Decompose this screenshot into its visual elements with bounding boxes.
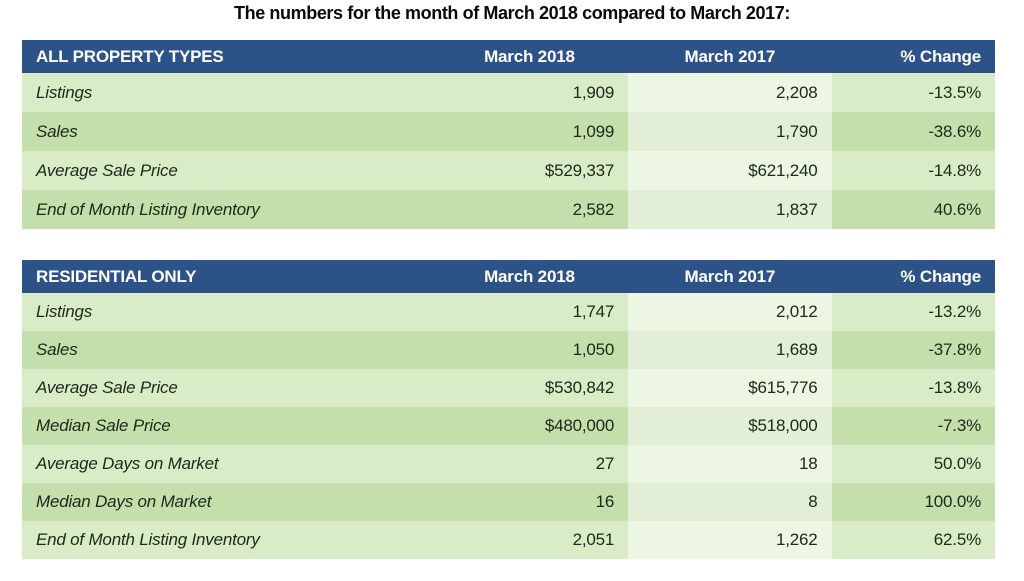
header-pct-change: % Change bbox=[831, 40, 995, 73]
page-title: The numbers for the month of March 2018 … bbox=[234, 3, 790, 23]
cell-march-2017: 1,262 bbox=[628, 521, 832, 559]
header-row: RESIDENTIAL ONLY March 2018 March 2017 %… bbox=[22, 260, 995, 293]
cell-march-2017: $621,240 bbox=[628, 151, 832, 190]
header-march-2017: March 2017 bbox=[628, 40, 832, 73]
row-label: Average Sale Price bbox=[36, 378, 178, 397]
cell-pct-change: 40.6% bbox=[933, 199, 981, 219]
row-label: Listings bbox=[36, 82, 93, 102]
cell-pct-change: -14.8% bbox=[928, 160, 981, 180]
row-label: Average Days on Market bbox=[36, 454, 219, 473]
cell-march-2018: 16 bbox=[595, 492, 615, 511]
cell-march-2017: 8 bbox=[628, 483, 832, 521]
header-march-2018: March 2018 bbox=[430, 40, 629, 73]
table-row-average-sale-price: Average Sale Price $529,337 $621,240 -14… bbox=[22, 151, 995, 190]
table-header: RESIDENTIAL ONLY March 2018 March 2017 %… bbox=[22, 260, 995, 293]
cell-pct-change: -7.3% bbox=[937, 416, 982, 435]
cell-march-2018: 2,582 bbox=[572, 199, 615, 219]
cell-march-2017: 2,012 bbox=[628, 293, 832, 331]
row-label: Sales bbox=[36, 121, 78, 141]
table-row-listings: Listings 1,747 2,012 -13.2% bbox=[22, 293, 995, 331]
all-property-types-table: ALL PROPERTY TYPES March 2018 March 2017… bbox=[22, 40, 995, 229]
cell-pct-change: 100.0% bbox=[924, 492, 982, 511]
cell-march-2018: 1,050 bbox=[572, 340, 615, 359]
cell-march-2018: 27 bbox=[595, 454, 615, 473]
cell-march-2017: $615,776 bbox=[628, 369, 832, 407]
row-label: Median Days on Market bbox=[36, 492, 212, 511]
header-section-title: ALL PROPERTY TYPES bbox=[22, 40, 431, 73]
row-label: Median Sale Price bbox=[36, 416, 171, 435]
table-row-average-days-on-market: Average Days on Market 27 18 50.0% bbox=[22, 445, 995, 483]
row-label: Listings bbox=[36, 302, 93, 321]
cell-march-2017: 18 bbox=[628, 445, 832, 483]
table-row-sales: Sales 1,099 1,790 -38.6% bbox=[22, 112, 995, 151]
table-header: ALL PROPERTY TYPES March 2018 March 2017… bbox=[22, 40, 995, 73]
cell-march-2018: $530,842 bbox=[544, 378, 615, 397]
cell-march-2018: 2,051 bbox=[572, 530, 615, 549]
row-label: End of Month Listing Inventory bbox=[36, 199, 260, 219]
table-row-end-of-month-listing-inventory: End of Month Listing Inventory 2,582 1,8… bbox=[22, 190, 995, 229]
cell-march-2017: 1,790 bbox=[628, 112, 832, 151]
cell-pct-change: -13.8% bbox=[928, 378, 981, 397]
header-march-2018: March 2018 bbox=[430, 260, 629, 293]
row-label: Sales bbox=[36, 340, 78, 359]
cell-pct-change: -13.2% bbox=[928, 302, 981, 321]
row-label: End of Month Listing Inventory bbox=[36, 530, 260, 549]
table-row-end-of-month-listing-inventory: End of Month Listing Inventory 2,051 1,2… bbox=[22, 521, 995, 559]
cell-march-2018: 1,747 bbox=[572, 302, 615, 321]
cell-pct-change: -38.6% bbox=[928, 121, 981, 141]
cell-pct-change: -13.5% bbox=[928, 82, 981, 102]
table-row-listings: Listings 1,909 2,208 -13.5% bbox=[22, 73, 995, 112]
table-row-median-sale-price: Median Sale Price $480,000 $518,000 -7.3… bbox=[22, 407, 995, 445]
header-row: ALL PROPERTY TYPES March 2018 March 2017… bbox=[22, 40, 995, 73]
cell-march-2017: 1,689 bbox=[628, 331, 832, 369]
cell-pct-change: 62.5% bbox=[933, 530, 981, 549]
cell-march-2017: 1,837 bbox=[628, 190, 832, 229]
table-row-sales: Sales 1,050 1,689 -37.8% bbox=[22, 331, 995, 369]
cell-march-2018: 1,909 bbox=[572, 82, 615, 102]
cell-march-2018: $529,337 bbox=[544, 160, 615, 180]
cell-pct-change: -37.8% bbox=[928, 340, 981, 359]
row-label: Average Sale Price bbox=[36, 160, 178, 180]
cell-pct-change: 50.0% bbox=[933, 454, 981, 473]
residential-only-table: RESIDENTIAL ONLY March 2018 March 2017 %… bbox=[22, 260, 995, 559]
header-section-title: RESIDENTIAL ONLY bbox=[22, 260, 431, 293]
header-pct-change: % Change bbox=[831, 260, 995, 293]
cell-march-2018: $480,000 bbox=[544, 416, 615, 435]
tables-container: ALL PROPERTY TYPES March 2018 March 2017… bbox=[22, 40, 995, 559]
cell-march-2017: $518,000 bbox=[628, 407, 832, 445]
cell-march-2017: 2,208 bbox=[628, 73, 832, 112]
cell-march-2018: 1,099 bbox=[572, 121, 615, 141]
header-march-2017: March 2017 bbox=[628, 260, 832, 293]
table-row-average-sale-price: Average Sale Price $530,842 $615,776 -13… bbox=[22, 369, 995, 407]
table-row-median-days-on-market: Median Days on Market 16 8 100.0% bbox=[22, 483, 995, 521]
